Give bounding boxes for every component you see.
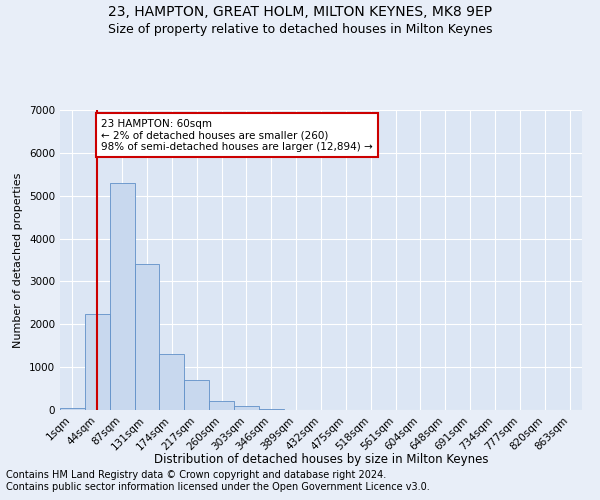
- Bar: [85, 314, 110, 410]
- Text: 23 HAMPTON: 60sqm
← 2% of detached houses are smaller (260)
98% of semi-detached: 23 HAMPTON: 60sqm ← 2% of detached house…: [101, 118, 373, 152]
- Y-axis label: Number of detached properties: Number of detached properties: [13, 172, 23, 348]
- Text: Size of property relative to detached houses in Milton Keynes: Size of property relative to detached ho…: [108, 22, 492, 36]
- Bar: [134, 264, 160, 410]
- Text: 23, HAMPTON, GREAT HOLM, MILTON KEYNES, MK8 9EP: 23, HAMPTON, GREAT HOLM, MILTON KEYNES, …: [108, 5, 492, 19]
- Bar: [209, 402, 234, 410]
- Text: Distribution of detached houses by size in Milton Keynes: Distribution of detached houses by size …: [154, 452, 488, 466]
- Bar: [60, 408, 85, 410]
- Bar: [259, 408, 284, 410]
- Bar: [184, 380, 209, 410]
- Bar: [160, 354, 184, 410]
- Text: Contains public sector information licensed under the Open Government Licence v3: Contains public sector information licen…: [6, 482, 430, 492]
- Bar: [110, 183, 134, 410]
- Text: Contains HM Land Registry data © Crown copyright and database right 2024.: Contains HM Land Registry data © Crown c…: [6, 470, 386, 480]
- Bar: [234, 406, 259, 410]
